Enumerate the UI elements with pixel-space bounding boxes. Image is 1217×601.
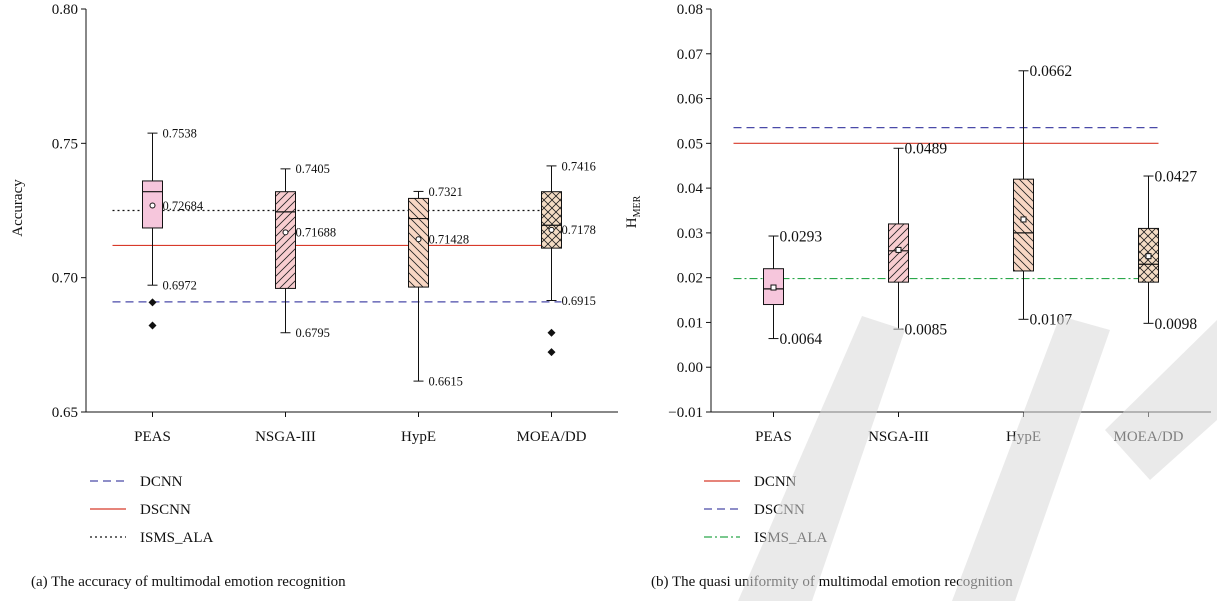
data-label: 0.7321 — [429, 185, 463, 199]
quasi-uniformity-chart-panel: HMER (b) The quasi uniformity of multimo… — [624, 2, 1211, 590]
figure-caption: (a) The accuracy of multimodal emotion r… — [31, 574, 346, 590]
data-label: 0.71688 — [296, 226, 337, 240]
x-tick-label: NSGA-III — [255, 429, 316, 445]
y-tick-label: 0.01 — [677, 315, 703, 331]
data-label: 0.0098 — [1155, 316, 1198, 333]
iqr-box — [541, 191, 562, 249]
box-hype: 0.7321 0.6615 0.71428 — [408, 185, 470, 388]
y-tick-label: 0.75 — [52, 136, 78, 152]
data-label: 0.0489 — [905, 141, 948, 158]
data-label: 0.0064 — [780, 331, 823, 348]
legend-label: DCNN — [754, 474, 797, 490]
outlier-point — [148, 298, 157, 307]
mean-marker — [149, 202, 156, 209]
legend-label: ISMS_ALA — [754, 530, 828, 546]
mean-marker — [1020, 216, 1027, 223]
y-tick-label: 0.04 — [677, 181, 704, 197]
y-tick-label: 0.06 — [677, 92, 704, 108]
outlier-point — [547, 328, 556, 337]
y-tick-label: 0.05 — [677, 136, 703, 152]
data-label: 0.0293 — [780, 228, 823, 245]
iqr-box — [408, 197, 429, 288]
data-label: 0.7405 — [296, 162, 330, 176]
mean-marker — [415, 236, 422, 243]
y-tick-label: −0.01 — [668, 405, 703, 421]
iqr-box — [888, 223, 909, 283]
y-tick-label: 0.70 — [52, 271, 78, 287]
box-peas: 0.7538 0.6972 0.72684 — [142, 126, 204, 330]
box-nsga-iii: 0.0489 0.0085 — [888, 141, 948, 339]
data-label: 0.0085 — [905, 322, 948, 339]
x-tick-label: NSGA-III — [868, 429, 929, 445]
data-label: 0.0662 — [1030, 63, 1073, 80]
mean-marker — [895, 246, 902, 253]
data-label: 0.6915 — [562, 294, 596, 308]
outlier-point — [547, 348, 556, 357]
x-tick-label: PEAS — [134, 429, 171, 445]
legend-label: DSCNN — [140, 502, 191, 518]
data-label: 0.7178 — [562, 223, 596, 237]
box-moea-dd: 0.7416 0.6915 0.7178 — [541, 159, 596, 357]
mean-marker — [548, 226, 555, 233]
box-hype: 0.0662 0.0107 — [1013, 63, 1073, 329]
accuracy-chart-panel: Accuracy (a) The accuracy of multimodal … — [10, 2, 618, 590]
iqr-box — [275, 191, 296, 289]
data-label: 0.6972 — [163, 279, 197, 293]
legend-label: DCNN — [140, 474, 183, 490]
box-nsga-iii: 0.7405 0.6795 0.71688 — [275, 162, 337, 340]
y-axis-label: Accuracy — [10, 179, 26, 237]
data-label: 0.0107 — [1030, 312, 1073, 329]
y-tick-label: 0.65 — [52, 405, 78, 421]
legend-label: DSCNN — [754, 502, 805, 518]
y-tick-label: 0.02 — [677, 271, 703, 287]
x-tick-label: MOEA/DD — [517, 429, 587, 445]
x-tick-label: HypE — [1006, 429, 1041, 445]
iqr-box — [1013, 178, 1034, 272]
mean-marker — [1145, 253, 1152, 260]
data-label: 0.71428 — [429, 233, 470, 247]
figure-caption: (b) The quasi uniformity of multimodal e… — [651, 574, 1013, 590]
mean-marker — [770, 284, 777, 291]
x-tick-label: HypE — [401, 429, 436, 445]
y-tick-label: 0.80 — [52, 2, 78, 18]
data-label: 0.6615 — [429, 374, 463, 388]
box-moea-dd: 0.0427 0.0098 — [1138, 168, 1198, 333]
mean-marker — [282, 229, 289, 236]
legend-label: ISMS_ALA — [140, 530, 214, 546]
data-label: 0.72684 — [163, 199, 204, 213]
data-label: 0.7538 — [163, 126, 197, 140]
x-tick-label: PEAS — [755, 429, 792, 445]
x-tick-label: MOEA/DD — [1114, 429, 1184, 445]
y-tick-label: 0.08 — [677, 2, 703, 18]
y-tick-label: 0.00 — [677, 360, 703, 376]
outlier-point — [148, 321, 157, 330]
y-tick-label: 0.03 — [677, 226, 703, 242]
y-axis-label: HMER — [624, 195, 643, 228]
y-tick-label: 0.07 — [677, 47, 704, 63]
box-peas: 0.0293 0.0064 — [763, 228, 823, 348]
data-label: 0.7416 — [562, 159, 596, 173]
data-label: 0.0427 — [1155, 168, 1198, 185]
data-label: 0.6795 — [296, 326, 330, 340]
